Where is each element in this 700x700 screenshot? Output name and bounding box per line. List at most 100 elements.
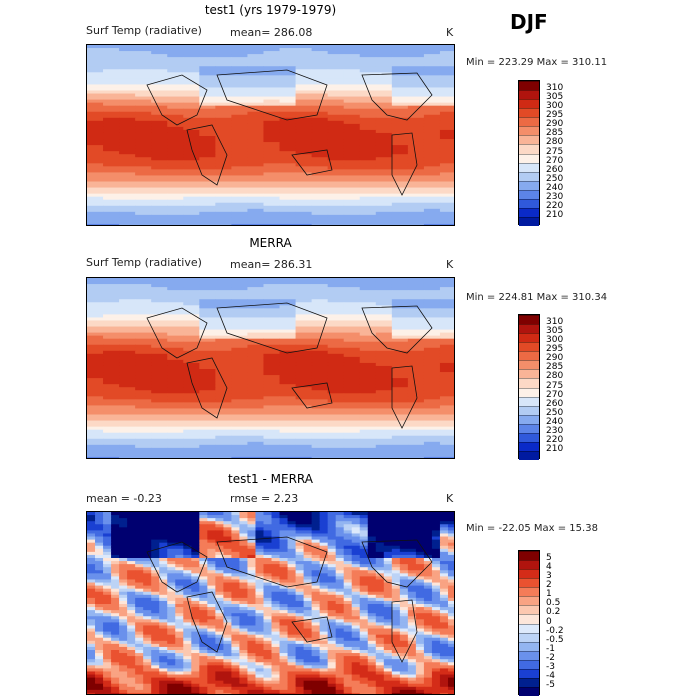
map-cell <box>343 545 353 550</box>
colorbar-swatch <box>519 90 539 100</box>
map-cell <box>183 375 200 379</box>
map-cell <box>295 105 313 110</box>
map-cell <box>231 527 240 531</box>
map-cell <box>271 530 281 534</box>
map-cell <box>135 63 152 67</box>
map-cell <box>127 542 136 547</box>
panel-3-map-svg <box>87 512 454 694</box>
map-cell <box>311 384 329 388</box>
map-cell <box>247 344 264 349</box>
map-cell <box>367 637 377 642</box>
map-cell <box>127 524 136 528</box>
map-cell <box>311 438 329 443</box>
map-cell <box>327 450 345 455</box>
map-cell <box>431 597 441 602</box>
map-cell <box>167 417 184 422</box>
map-cell <box>199 178 216 182</box>
map-cell <box>167 132 184 137</box>
map-cell <box>151 597 160 602</box>
map-cell <box>103 426 120 431</box>
map-cell <box>343 607 353 611</box>
map-cell <box>407 350 425 355</box>
map-cell <box>439 619 449 623</box>
map-cell <box>167 311 184 315</box>
map-cell <box>343 432 361 437</box>
map-cell <box>367 604 377 608</box>
map-cell <box>303 570 313 574</box>
map-cell <box>399 640 409 645</box>
map-cell <box>383 576 393 580</box>
map-cell <box>175 515 184 519</box>
map-cell <box>295 54 313 58</box>
map-cell <box>231 326 248 331</box>
map-cell <box>359 381 377 385</box>
map-cell <box>183 372 200 376</box>
map-cell <box>391 375 409 379</box>
coastline <box>361 305 433 354</box>
map-cell <box>167 393 184 397</box>
map-cell <box>255 610 264 614</box>
colorbar-tick-label: 240 <box>546 416 564 427</box>
map-cell <box>183 548 192 553</box>
map-cell <box>119 653 128 657</box>
map-cell <box>239 591 248 596</box>
map-cell <box>127 545 136 550</box>
map-cell <box>231 108 248 113</box>
map-cell <box>415 646 425 651</box>
map-cell <box>231 417 248 422</box>
map-cell <box>415 610 425 614</box>
map-cell <box>375 57 393 61</box>
map-cell <box>439 296 454 300</box>
map-cell <box>423 175 441 179</box>
map-cell <box>439 600 449 605</box>
map-cell <box>231 570 240 574</box>
map-cell <box>447 588 454 593</box>
panel-2-minmax: Min = 224.81 Max = 310.34 <box>466 292 608 303</box>
map-cell <box>199 114 216 119</box>
map-cell <box>311 573 321 577</box>
map-cell <box>95 554 104 559</box>
map-cell <box>87 154 104 158</box>
map-cell <box>215 414 232 419</box>
map-cell <box>87 202 104 207</box>
map-cell <box>431 521 441 525</box>
map-cell <box>135 284 152 288</box>
map-cell <box>103 87 120 91</box>
map-cell <box>215 129 232 134</box>
map-cell <box>135 84 152 88</box>
map-cell <box>263 350 281 355</box>
map-cell <box>135 51 152 55</box>
map-cell <box>119 139 136 143</box>
map-cell <box>103 172 120 176</box>
map-cell <box>103 142 120 146</box>
map-cell <box>327 93 345 98</box>
map-cell <box>247 293 264 297</box>
colorbar-swatch <box>519 387 539 397</box>
map-cell <box>359 163 377 167</box>
map-cell <box>351 640 361 645</box>
map-cell <box>375 405 393 409</box>
map-cell <box>391 411 409 415</box>
map-cell <box>247 350 264 355</box>
map-cell <box>151 160 168 164</box>
map-cell <box>95 591 104 596</box>
map-cell <box>391 187 409 192</box>
map-cell <box>143 625 152 630</box>
map-cell <box>239 533 248 538</box>
map-cell <box>439 148 454 152</box>
map-cell <box>103 214 120 219</box>
map-cell <box>215 214 232 219</box>
map-cell <box>407 93 425 98</box>
map-cell <box>327 619 337 623</box>
map-cell <box>391 524 401 528</box>
map-cell <box>311 139 329 143</box>
map-cell <box>423 625 433 630</box>
map-cell <box>279 384 297 388</box>
map-cell <box>343 558 353 562</box>
map-cell <box>231 521 240 525</box>
map-cell <box>143 643 152 648</box>
map-cell <box>423 527 433 531</box>
map-cell <box>359 175 377 179</box>
map-cell <box>215 435 232 440</box>
map-cell <box>119 281 136 285</box>
